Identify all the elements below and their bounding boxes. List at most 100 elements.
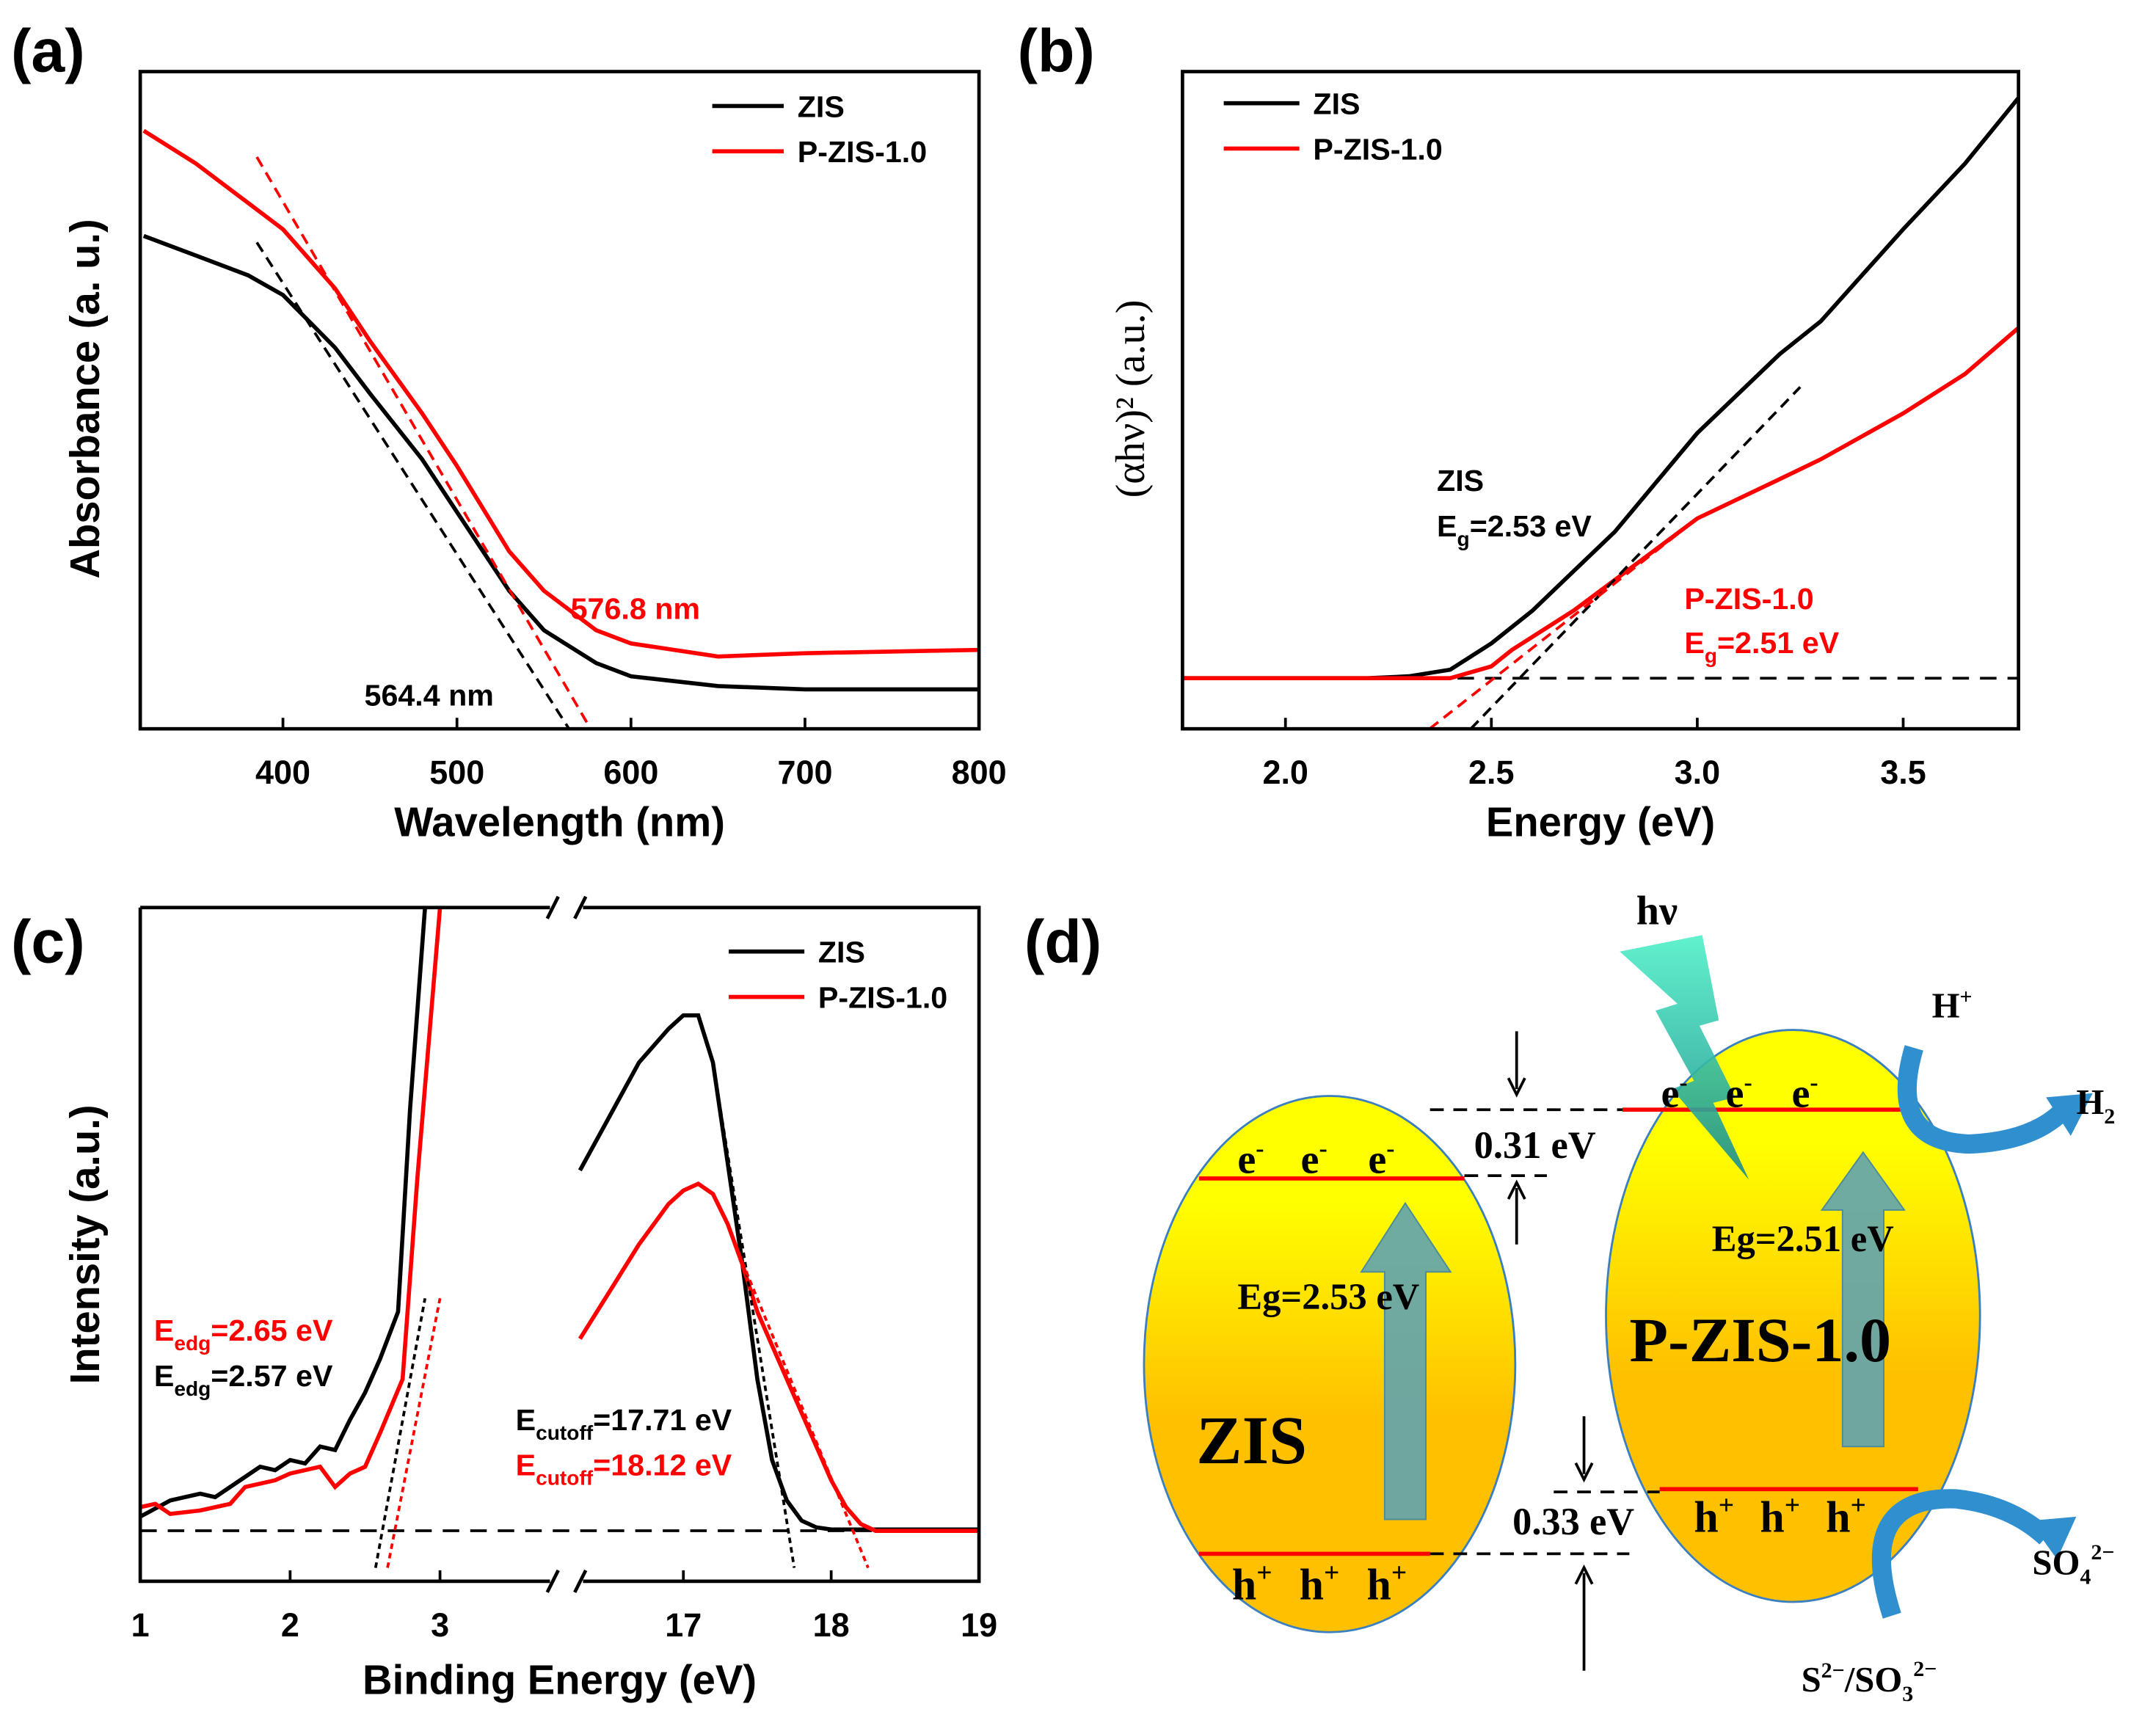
h-plus-label: H+ <box>1932 985 1973 1026</box>
zis-electrons: e- e- e- <box>1237 1135 1394 1182</box>
c-xlabel: Binding Energy (eV) <box>363 1657 757 1703</box>
c-axis-break-mark <box>573 895 588 919</box>
c-xtick-label: 1 <box>131 1606 150 1644</box>
c-annotation-edg-zis: Eedg=2.57 eV <box>154 1359 333 1400</box>
light-label: hν <box>1636 888 1678 933</box>
pzis-bandgap-label: Eg=2.51 eV <box>1712 1218 1894 1259</box>
pzis-particle-label: P-ZIS-1.0 <box>1629 1305 1891 1375</box>
a-legend-pzis: P-ZIS-1.0 <box>798 135 927 169</box>
b-fit-line <box>1428 517 1699 730</box>
cb-offset-label: 0.31 eV <box>1474 1124 1596 1167</box>
b-xtick-label: 2.5 <box>1468 754 1515 791</box>
oxidation-curve-arrow <box>1871 1489 2053 1619</box>
c-annotation-cutoff-zis: Ecutoff=17.71 eV <box>516 1403 732 1444</box>
b-legend-pzis: P-ZIS-1.0 <box>1313 132 1442 166</box>
c-annotation-cutoff-pzis: Ecutoff=18.12 eV <box>516 1449 732 1490</box>
svg-text:e-: e- <box>1726 1069 1752 1116</box>
b-annotation-pzis-eg: Eg=2.51 eV <box>1684 626 1839 667</box>
c-fit-line <box>734 1244 870 1569</box>
svg-text:h+: h+ <box>1300 1558 1340 1609</box>
zis-excitation-arrow <box>1360 1201 1452 1520</box>
c-fit-line <box>386 1297 442 1568</box>
h2-label: H2 <box>2076 1082 2115 1129</box>
b-annotation-zis-eg: Eg=2.53 eV <box>1437 509 1592 550</box>
a-xtick-label: 800 <box>952 754 1007 791</box>
b-xtick-label: 2.0 <box>1262 754 1308 791</box>
a-annotation-zis: 564.4 nm <box>365 678 494 712</box>
sulfate-label: SO42− <box>2032 1540 2114 1589</box>
svg-text:e-: e- <box>1301 1135 1328 1182</box>
sacrificial-agent-label: S2−/SO32− <box>1802 1657 1937 1706</box>
c-axis-break-mark <box>545 1569 560 1593</box>
c-xtick-label: 18 <box>813 1606 850 1644</box>
c-axis-break-mark <box>573 1569 588 1593</box>
panel-label-a: (a) <box>11 18 85 85</box>
b-series-zis <box>1182 96 2019 681</box>
svg-text:e-: e- <box>1237 1135 1264 1182</box>
pzis-particle <box>1605 1029 1981 1603</box>
a-fit-line <box>255 156 592 730</box>
offset-dashed-lines <box>1430 1108 1660 1556</box>
a-xtick-label: 500 <box>429 754 484 791</box>
svg-text:e-: e- <box>1661 1069 1687 1116</box>
b-annotation-pzis-name: P-ZIS-1.0 <box>1684 582 1813 616</box>
svg-text:h+: h+ <box>1694 1490 1734 1541</box>
c-xtick-label: 17 <box>665 1606 702 1644</box>
b-xlabel: Energy (eV) <box>1486 798 1715 845</box>
c-series-zis <box>578 1013 980 1532</box>
a-xtick-label: 700 <box>777 754 832 791</box>
c-xtick-label: 19 <box>961 1606 997 1644</box>
a-xlabel: Wavelength (nm) <box>394 798 725 845</box>
b-legend-zis: ZIS <box>1313 87 1360 121</box>
pzis-excitation-arrow <box>1820 1151 1906 1448</box>
oxidation-arrowhead <box>2029 1516 2077 1559</box>
zis-holes: h+ h+ h+ <box>1232 1558 1407 1609</box>
charts-layer: 400 500 600 700 800 2.0 2.5 3.0 3.5 1 2 3 17 18 19 <box>131 70 2020 1644</box>
c-xtick-label: 3 <box>431 1606 449 1644</box>
c-annotation-edg-pzis: Eedg=2.65 eV <box>154 1314 333 1355</box>
c-legend-zis: ZIS <box>818 936 865 969</box>
b-fit-line <box>1469 386 1802 730</box>
a-series-pzis <box>142 128 980 659</box>
lightning-icon <box>1620 935 1749 1180</box>
a-annotation-pzis: 576.8 nm <box>571 591 700 625</box>
a-xtick-label: 600 <box>603 754 658 791</box>
b-ylabel: (αhν)² (a.u.) <box>1108 300 1154 498</box>
panel-label-d: (d) <box>1024 908 1101 976</box>
panel-label-c: (c) <box>11 908 85 976</box>
svg-text:e-: e- <box>1791 1069 1818 1116</box>
c-legend-pzis: P-ZIS-1.0 <box>818 981 947 1015</box>
a-xtick-label: 400 <box>255 754 310 791</box>
c-xtick-label: 2 <box>281 1606 299 1644</box>
a-fit-line <box>255 241 570 730</box>
svg-text:e-: e- <box>1368 1135 1394 1182</box>
band-diagram: e- e- e- e- e- e- h+ h+ h+ h+ h+ h+ 0.31… <box>1143 888 2115 1706</box>
b-frame <box>1181 70 2020 731</box>
c-ylabel: Intensity (a.u.) <box>62 1104 108 1384</box>
pzis-holes: h+ h+ h+ <box>1694 1490 1866 1541</box>
c-series-pzis <box>140 907 443 1516</box>
zis-bandgap-label: Eg=2.53 eV <box>1237 1276 1419 1317</box>
a-ylabel: Absorbance (a. u.) <box>62 219 108 578</box>
panel-label-b: (b) <box>1018 18 1095 85</box>
svg-text:h+: h+ <box>1232 1558 1272 1609</box>
pzis-electrons: e- e- e- <box>1661 1069 1818 1116</box>
b-xtick-label: 3.5 <box>1880 754 1926 791</box>
c-fit-line <box>374 1297 427 1568</box>
a-frame <box>138 70 981 731</box>
c-axis-break-mark <box>545 895 560 919</box>
b-annotation-zis-name: ZIS <box>1437 464 1484 498</box>
svg-text:h+: h+ <box>1826 1490 1866 1541</box>
svg-text:h+: h+ <box>1760 1490 1800 1541</box>
svg-text:h+: h+ <box>1366 1558 1407 1609</box>
reduction-curve-arrow <box>1897 1045 2069 1154</box>
vb-offset-label: 0.33 eV <box>1512 1501 1634 1543</box>
a-legend-zis: ZIS <box>798 90 845 123</box>
zis-particle-label: ZIS <box>1196 1403 1307 1479</box>
c-fit-line <box>711 1062 796 1568</box>
b-xtick-label: 3.0 <box>1675 754 1721 791</box>
reduction-arrowhead <box>2046 1093 2093 1136</box>
offset-arrows <box>1507 1031 1594 1671</box>
c-series-zis <box>140 907 427 1519</box>
b-series-pzis <box>1182 326 2019 681</box>
